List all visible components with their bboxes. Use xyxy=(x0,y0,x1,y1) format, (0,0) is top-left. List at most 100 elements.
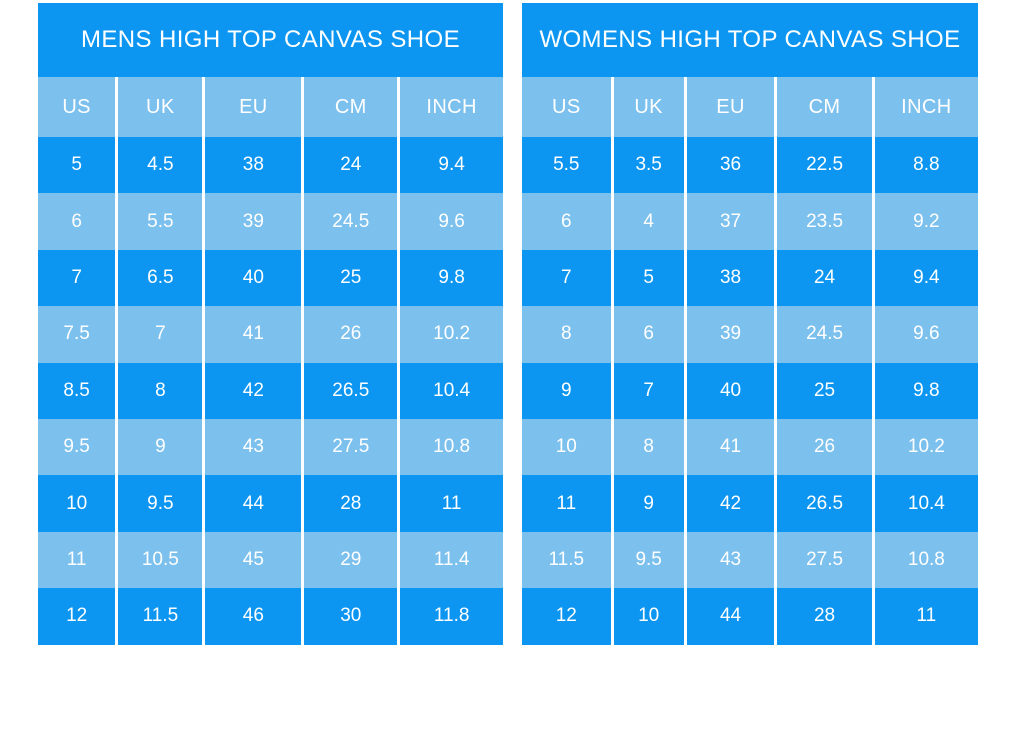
column-header-inch: INCH xyxy=(874,77,978,137)
size-cell: 10 xyxy=(38,475,116,532)
size-charts: MENS HIGH TOP CANVAS SHOE US UK EU CM INCH 5 4… xyxy=(38,3,1024,645)
size-cell: 24 xyxy=(777,249,872,307)
size-cell: 3.5 xyxy=(613,137,684,194)
size-cell: 43 xyxy=(686,531,775,589)
size-cell: 46 xyxy=(205,588,302,645)
size-cell: 40 xyxy=(205,249,302,307)
size-cell: 8 xyxy=(118,362,203,419)
size-cell: 7 xyxy=(522,249,611,307)
womens-size-chart: WOMENS HIGH TOP CANVAS SHOE US UK EU CM INCH… xyxy=(522,3,978,645)
size-cell: 4.5 xyxy=(118,137,203,194)
size-cell: 7 xyxy=(118,306,203,363)
column-header-cm: CM xyxy=(777,77,872,137)
size-cell: 38 xyxy=(205,137,302,194)
size-cell: 9.6 xyxy=(400,193,503,250)
size-cell: 43 xyxy=(205,418,302,476)
size-cell: 42 xyxy=(205,362,302,419)
size-cell: 38 xyxy=(686,249,775,307)
size-cell: 24 xyxy=(304,137,398,194)
size-cell: 8 xyxy=(613,418,684,476)
size-cell: 7 xyxy=(38,249,116,307)
size-cell: 10.2 xyxy=(874,418,978,476)
size-cell: 11 xyxy=(38,531,116,589)
size-cell: 5.5 xyxy=(118,193,203,250)
size-cell: 8.8 xyxy=(874,137,978,194)
column-header-uk: UK xyxy=(118,77,203,137)
size-cell: 41 xyxy=(205,306,302,363)
size-cell: 11 xyxy=(522,475,611,532)
column-header-us: US xyxy=(38,77,116,137)
size-cell: 42 xyxy=(686,475,775,532)
size-cell: 22.5 xyxy=(777,137,872,194)
size-cell: 9.5 xyxy=(38,418,116,476)
size-cell: 11.5 xyxy=(522,531,611,589)
size-cell: 10.2 xyxy=(400,306,503,363)
size-cell: 40 xyxy=(686,362,775,419)
size-cell: 10 xyxy=(522,418,611,476)
size-cell: 4 xyxy=(613,193,684,250)
size-cell: 26 xyxy=(304,306,398,363)
size-cell: 41 xyxy=(686,418,775,476)
size-cell: 37 xyxy=(686,193,775,250)
size-cell: 9 xyxy=(118,418,203,476)
size-cell: 7.5 xyxy=(38,306,116,363)
mens-size-chart: MENS HIGH TOP CANVAS SHOE US UK EU CM INCH 5 4… xyxy=(38,3,503,645)
size-cell: 10.4 xyxy=(400,362,503,419)
size-cell: 9.8 xyxy=(874,362,978,419)
size-cell: 8.5 xyxy=(38,362,116,419)
column-header-eu: EU xyxy=(205,77,302,137)
size-cell: 28 xyxy=(777,588,872,645)
size-cell: 11.4 xyxy=(400,531,503,589)
size-cell: 11.8 xyxy=(400,588,503,645)
size-cell: 44 xyxy=(205,475,302,532)
size-cell: 9.8 xyxy=(400,249,503,307)
size-cell: 7 xyxy=(613,362,684,419)
size-cell: 24.5 xyxy=(304,193,398,250)
mens-chart-title: MENS HIGH TOP CANVAS SHOE xyxy=(38,3,503,77)
mens-table-grid: US UK EU CM INCH 5 4.5 38 24 9.4 6 5.5 39 24.5 9.6 7 6.5… xyxy=(38,77,503,645)
size-cell: 6 xyxy=(522,193,611,250)
size-cell: 10.8 xyxy=(400,418,503,476)
size-cell: 6 xyxy=(38,193,116,250)
size-cell: 24.5 xyxy=(777,306,872,363)
size-cell: 26.5 xyxy=(777,475,872,532)
size-cell: 10.5 xyxy=(118,531,203,589)
size-cell: 10 xyxy=(613,588,684,645)
size-cell: 9.6 xyxy=(874,306,978,363)
size-cell: 10.4 xyxy=(874,475,978,532)
column-header-inch: INCH xyxy=(400,77,503,137)
size-cell: 45 xyxy=(205,531,302,589)
size-cell: 5 xyxy=(613,249,684,307)
size-cell: 9 xyxy=(613,475,684,532)
column-header-uk: UK xyxy=(613,77,684,137)
size-cell: 12 xyxy=(522,588,611,645)
size-cell: 9.2 xyxy=(874,193,978,250)
size-cell: 39 xyxy=(205,193,302,250)
size-cell: 25 xyxy=(304,249,398,307)
size-cell: 5.5 xyxy=(522,137,611,194)
size-cell: 6.5 xyxy=(118,249,203,307)
size-cell: 25 xyxy=(777,362,872,419)
size-cell: 11.5 xyxy=(118,588,203,645)
size-cell: 8 xyxy=(522,306,611,363)
size-cell: 26.5 xyxy=(304,362,398,419)
size-cell: 27.5 xyxy=(777,531,872,589)
womens-chart-title: WOMENS HIGH TOP CANVAS SHOE xyxy=(522,3,978,77)
size-cell: 36 xyxy=(686,137,775,194)
size-cell: 44 xyxy=(686,588,775,645)
column-header-eu: EU xyxy=(686,77,775,137)
column-header-cm: CM xyxy=(304,77,398,137)
size-cell: 5 xyxy=(38,137,116,194)
size-cell: 11 xyxy=(400,475,503,532)
size-cell: 28 xyxy=(304,475,398,532)
size-cell: 9.4 xyxy=(400,137,503,194)
size-cell: 29 xyxy=(304,531,398,589)
size-cell: 23.5 xyxy=(777,193,872,250)
size-cell: 6 xyxy=(613,306,684,363)
size-cell: 39 xyxy=(686,306,775,363)
size-cell: 9 xyxy=(522,362,611,419)
column-header-us: US xyxy=(522,77,611,137)
size-cell: 12 xyxy=(38,588,116,645)
size-cell: 10.8 xyxy=(874,531,978,589)
